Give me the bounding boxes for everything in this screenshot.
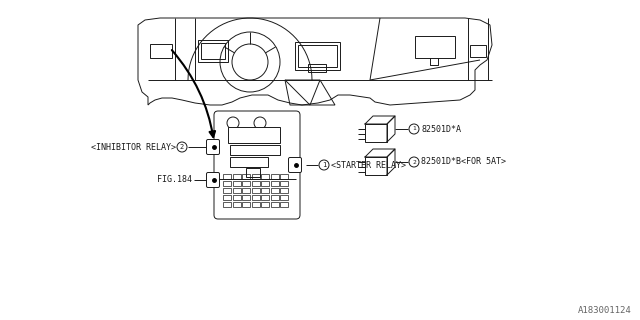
Text: 2: 2 — [180, 144, 184, 150]
Bar — [280, 181, 288, 186]
Bar — [271, 202, 278, 207]
Bar — [246, 168, 260, 177]
Bar — [230, 145, 280, 155]
Bar — [230, 157, 268, 167]
FancyBboxPatch shape — [289, 157, 301, 172]
Bar — [261, 181, 269, 186]
Text: A183001124: A183001124 — [579, 306, 632, 315]
Bar — [298, 45, 337, 67]
Bar — [261, 195, 269, 200]
Bar — [232, 202, 241, 207]
Text: <STARTER RELAY>: <STARTER RELAY> — [331, 161, 406, 170]
Bar — [280, 195, 288, 200]
Text: 82501D*A: 82501D*A — [421, 124, 461, 133]
Text: <INHIBITOR RELAY>: <INHIBITOR RELAY> — [91, 142, 176, 151]
Bar — [295, 42, 340, 70]
Bar — [470, 45, 486, 57]
Bar — [271, 188, 278, 193]
Text: 1: 1 — [322, 162, 326, 168]
Bar — [365, 124, 387, 142]
Text: 2: 2 — [412, 159, 416, 164]
FancyBboxPatch shape — [214, 111, 300, 219]
Bar — [415, 36, 455, 58]
Text: 82501D*B<FOR 5AT>: 82501D*B<FOR 5AT> — [421, 157, 506, 166]
Bar — [223, 202, 231, 207]
Bar — [280, 188, 288, 193]
Bar — [261, 202, 269, 207]
Bar — [228, 127, 280, 143]
Bar — [232, 174, 241, 179]
FancyBboxPatch shape — [207, 172, 220, 188]
Bar — [242, 174, 250, 179]
Bar — [252, 195, 259, 200]
Bar — [261, 188, 269, 193]
Text: 1: 1 — [412, 126, 416, 132]
FancyBboxPatch shape — [207, 140, 220, 155]
Bar — [242, 188, 250, 193]
Bar — [242, 195, 250, 200]
Bar — [365, 157, 387, 175]
Bar — [232, 195, 241, 200]
Bar — [223, 188, 231, 193]
Bar — [242, 181, 250, 186]
Bar — [252, 174, 259, 179]
Bar — [242, 202, 250, 207]
Bar — [261, 174, 269, 179]
Bar — [223, 174, 231, 179]
Bar — [252, 181, 259, 186]
Bar — [271, 181, 278, 186]
Bar — [252, 202, 259, 207]
Bar — [150, 44, 172, 58]
Bar — [223, 195, 231, 200]
Bar — [271, 195, 278, 200]
Bar — [201, 43, 225, 59]
Bar — [280, 202, 288, 207]
Bar — [252, 188, 259, 193]
Bar — [198, 40, 228, 62]
Bar — [223, 181, 231, 186]
Bar — [232, 181, 241, 186]
Bar — [271, 174, 278, 179]
Text: FIG.184: FIG.184 — [157, 175, 192, 185]
Bar — [280, 174, 288, 179]
Bar — [232, 188, 241, 193]
Bar — [308, 64, 326, 72]
